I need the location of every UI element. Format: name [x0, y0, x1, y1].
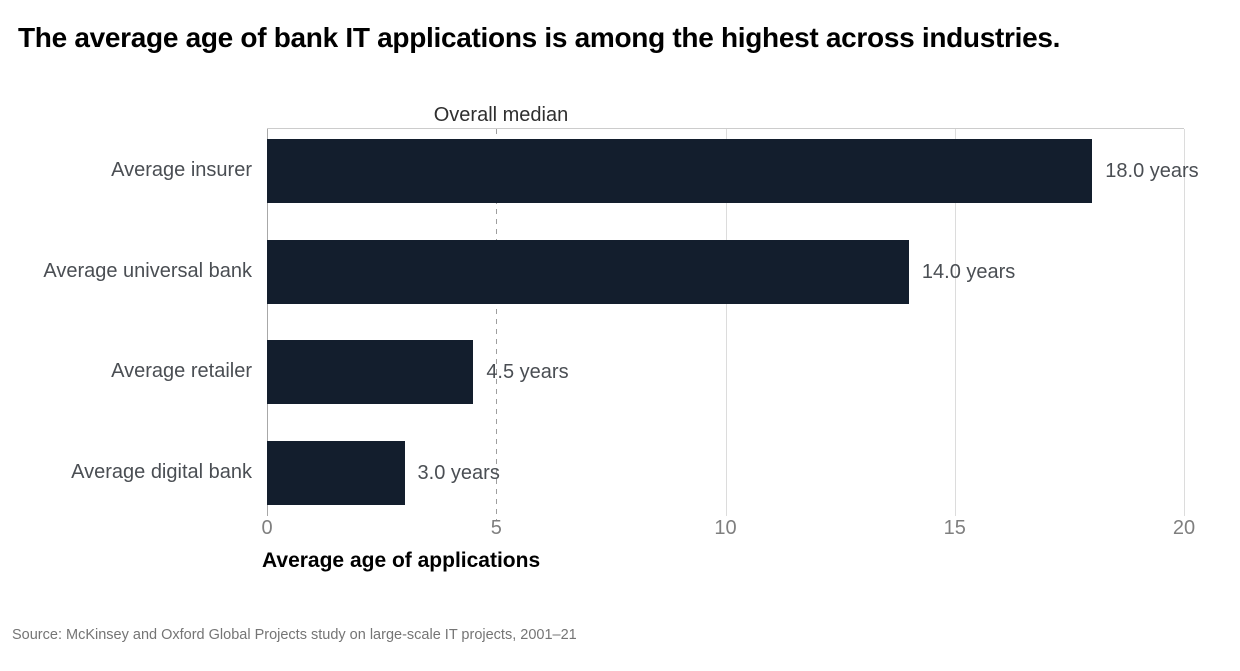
value-label: 14.0 years — [921, 260, 1016, 283]
category-label: Average retailer — [111, 360, 252, 383]
bar-average-digital-bank — [267, 441, 405, 505]
plot-area: 18.0 years 14.0 years 4.5 years 3.0 years — [267, 128, 1199, 520]
bar-average-universal-bank — [267, 239, 909, 304]
x-tick-label-0: 0 — [261, 517, 273, 539]
category-label: Average universal bank — [43, 259, 252, 282]
gridline-x-10 — [725, 129, 727, 516]
bar-row: 14.0 years — [267, 239, 1184, 304]
x-tick-label-20: 20 — [1172, 517, 1196, 539]
bar-row: 18.0 years — [267, 139, 1199, 203]
bar-average-retailer — [267, 340, 474, 405]
x-tick-label-10: 10 — [714, 517, 737, 539]
y-axis-line — [267, 129, 268, 516]
x-axis-label: Average age of applications — [262, 549, 541, 572]
overall-median-reference-line — [496, 129, 498, 520]
category-label: Average digital bank — [71, 461, 252, 483]
x-tick-label-5: 5 — [490, 517, 502, 539]
bar-row: 4.5 years — [267, 340, 1184, 405]
gridline-x-20 — [1184, 129, 1185, 516]
x-tick-label-15: 15 — [943, 517, 966, 539]
bar-average-insurer — [267, 139, 1093, 203]
overall-median-label: Overall median — [433, 104, 569, 126]
chart-title: The average age of bank IT applications … — [18, 22, 1061, 53]
source-note: Source: McKinsey and Oxford Global Proje… — [12, 627, 577, 643]
gridline-x-15 — [954, 129, 956, 516]
value-label: 4.5 years — [486, 361, 569, 384]
value-label: 3.0 years — [417, 462, 500, 484]
value-label: 18.0 years — [1105, 160, 1199, 182]
category-label: Average insurer — [111, 159, 252, 181]
bar-row: 3.0 years — [267, 441, 1184, 505]
